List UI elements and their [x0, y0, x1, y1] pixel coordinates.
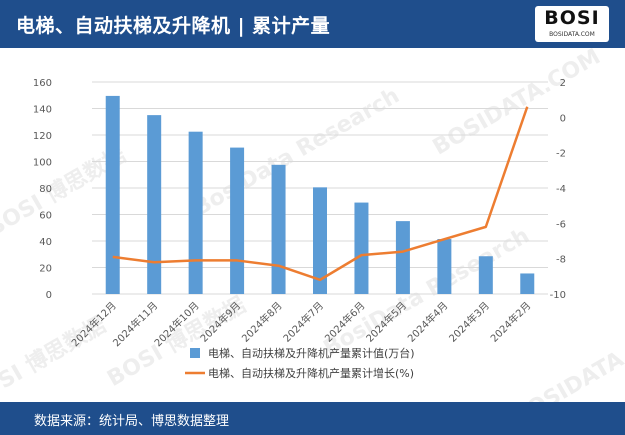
bar — [520, 273, 535, 294]
left-tick-label: 20 — [39, 264, 52, 275]
bar — [271, 164, 286, 294]
left-tick-label: 0 — [46, 290, 52, 301]
x-tick-label: 2024年3月 — [446, 299, 492, 345]
growth-line — [112, 106, 529, 282]
left-tick-label: 120 — [33, 131, 52, 142]
right-tick-label: -4 — [556, 184, 566, 195]
bar — [147, 115, 162, 294]
left-tick-label: 160 — [33, 78, 52, 89]
x-tick-label: 2024年7月 — [280, 299, 326, 345]
left-axis-ticks: 0 20 40 60 80 100 120 140 160 — [33, 78, 52, 301]
logo-text: BOSI — [544, 7, 600, 29]
combo-chart: BOSI 博思数据 BosiData Research BOSIDATA.COMBO… — [0, 48, 625, 402]
legend-line-label: 电梯、自动扶梯及升降机产量累计增长(%) — [208, 366, 414, 380]
logo-subtext: BOSIDATA.COM — [549, 31, 595, 38]
bar — [437, 239, 452, 294]
left-tick-label: 100 — [33, 158, 52, 169]
bar — [354, 202, 369, 294]
right-tick-label: 2 — [560, 78, 566, 89]
footer-bar: 数据来源：统计局、博思数据整理 — [0, 402, 625, 435]
right-axis-ticks: -10 -8 -6 -4 -2 0 2 — [550, 78, 566, 301]
bar — [105, 95, 120, 294]
left-tick-label: 60 — [39, 211, 52, 222]
x-tick-label: 2024年8月 — [239, 299, 285, 345]
legend-bar-label: 电梯、自动扶梯及升降机产量累计值(万台) — [208, 346, 415, 360]
watermark-text: BosiData Research — [190, 83, 404, 221]
line-series — [112, 106, 529, 282]
source-note: 数据来源：统计局、博思数据整理 — [34, 414, 230, 429]
left-tick-label: 140 — [33, 105, 52, 116]
x-tick-label: 2024年2月 — [488, 299, 534, 345]
watermark-text: BOSIDATA.COM — [429, 48, 605, 160]
bar — [230, 147, 245, 294]
bar-series — [105, 95, 535, 294]
legend: 电梯、自动扶梯及升降机产量累计值(万台) 电梯、自动扶梯及升降机产量累计增长(%) — [185, 346, 415, 380]
left-tick-label: 80 — [39, 184, 52, 195]
x-axis-ticks: 2024年12月2024年11月2024年10月2024年9月2024年8月20… — [69, 299, 534, 349]
bar — [478, 256, 493, 294]
right-tick-label: -6 — [556, 219, 566, 230]
right-tick-label: -10 — [550, 290, 566, 301]
bar — [395, 221, 410, 294]
right-tick-label: -8 — [556, 255, 566, 266]
left-tick-label: 40 — [39, 237, 52, 248]
bosi-logo: BOSI BOSIDATA.COM — [535, 6, 609, 42]
watermark-text: BOSIDATA.COM — [509, 314, 625, 402]
header-bar: 电梯、自动扶梯及升降机 | 累计产量 BOSI BOSIDATA.COM — [0, 0, 625, 48]
right-tick-label: -2 — [556, 149, 566, 160]
right-tick-label: 0 — [560, 113, 566, 124]
page-title: 电梯、自动扶梯及升降机 | 累计产量 — [16, 15, 331, 37]
bar — [313, 187, 327, 294]
legend-bar-swatch — [190, 348, 200, 358]
bar — [188, 131, 203, 294]
